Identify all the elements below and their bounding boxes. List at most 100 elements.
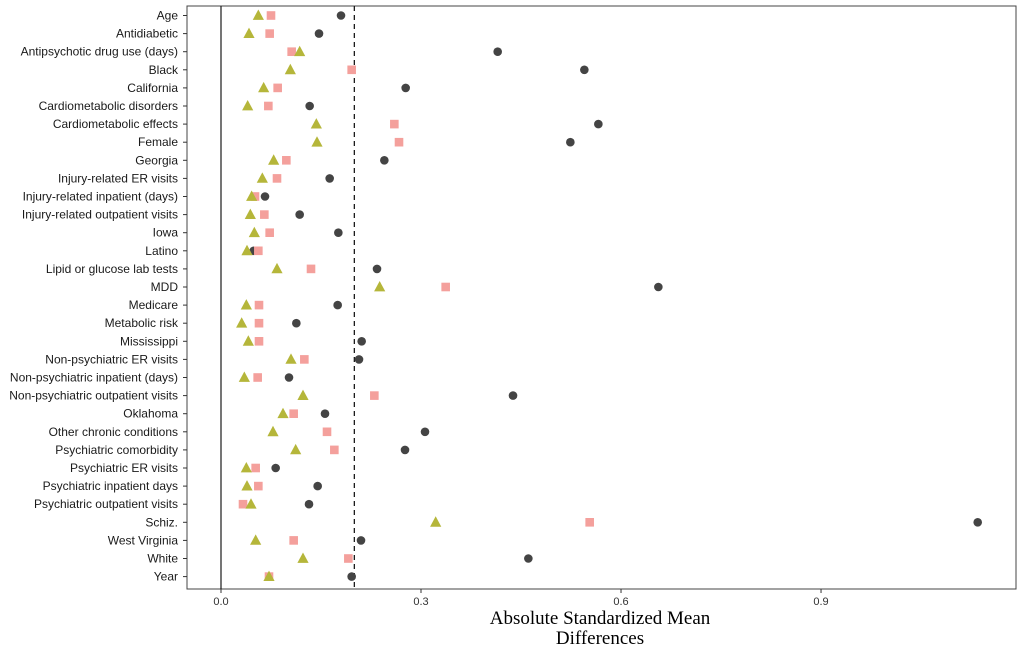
marker-circle-non-psychiatric-er-visits — [354, 355, 364, 364]
marker-triangle-black — [284, 63, 296, 75]
marker-triangle-antidiabetic — [243, 27, 255, 38]
marker-circle-non-psychiatric-outpatient-visits — [508, 391, 518, 400]
marker-square-schiz — [585, 518, 594, 527]
marker-circle-other-chronic-conditions — [420, 427, 430, 437]
y-tick-label-psychiatric-comorbidity: Psychiatric comorbidity — [55, 443, 178, 457]
marker-triangle-psychiatric-er-visits — [240, 462, 252, 473]
marker-triangle-iowa — [248, 226, 260, 238]
marker-circle-lipid-or-glucose-lab-tests — [372, 264, 382, 274]
marker-square-other-chronic-conditions — [322, 427, 332, 437]
y-axis: Age Antidiabetic Antipsychotic drug use (d… — [9, 9, 187, 584]
marker-square-georgia — [282, 156, 291, 165]
marker-triangle-mississippi — [242, 335, 254, 346]
marker-triangle-oklahoma — [277, 407, 289, 419]
marker-triangle-california — [258, 81, 270, 93]
marker-square-age — [266, 11, 276, 20]
y-tick-label-cardiometabolic-disorders: Cardiometabolic disorders — [39, 99, 178, 113]
marker-square-latino — [254, 246, 263, 256]
marker-square-antidiabetic — [265, 29, 274, 38]
reference-lines — [220, 6, 355, 589]
marker-square-oklahoma — [289, 409, 298, 418]
marker-triangle-schiz — [430, 516, 442, 527]
marker-triangle-white — [297, 552, 309, 563]
marker-triangle-west-virginia — [250, 534, 262, 545]
marker-circle-black — [580, 65, 589, 75]
x-tick-label: 0.0 — [213, 596, 228, 608]
marker-triangle-non-psychiatric-outpatient-visits — [297, 389, 309, 400]
marker-circle-female — [566, 137, 575, 147]
y-tick-label-white: White — [147, 552, 178, 566]
marker-triangle-other-chronic-conditions — [267, 425, 279, 437]
marker-square-injury-related-er-visits — [272, 174, 282, 183]
marker-square-female — [394, 137, 404, 147]
y-tick-label-oklahoma: Oklahoma — [123, 407, 178, 421]
marker-square-mdd — [441, 282, 450, 292]
x-axis-title-line-2: Differences — [556, 628, 644, 649]
x-axis-title-line-1: Absolute Standardized Mean — [490, 608, 711, 629]
marker-triangle-antipsychotic-drug-use-days — [294, 45, 306, 57]
y-tick-label-year: Year — [154, 570, 178, 584]
y-tick-label-west-virginia: West Virginia — [108, 533, 179, 547]
marker-triangle-injury-related-er-visits — [256, 172, 268, 183]
y-tick-label-black: Black — [149, 63, 179, 77]
marker-circle-antidiabetic — [314, 29, 324, 38]
markers — [236, 9, 983, 581]
marker-circle-age — [336, 11, 346, 20]
marker-circle-white — [524, 554, 533, 563]
marker-circle-cardiometabolic-disorders — [305, 101, 314, 111]
y-tick-label-injury-related-outpatient-visits: Injury-related outpatient visits — [22, 208, 178, 222]
x-tick-label: 0.9 — [813, 596, 828, 608]
marker-square-white — [344, 554, 353, 563]
marker-square-medicare — [254, 300, 264, 310]
marker-square-black — [347, 65, 356, 75]
marker-circle-psychiatric-outpatient-visits — [304, 499, 314, 509]
x-tick-label: 0.3 — [413, 596, 428, 608]
marker-circle-georgia — [380, 156, 389, 165]
marker-square-lipid-or-glucose-lab-tests — [306, 264, 316, 274]
marker-triangle-non-psychiatric-inpatient-days — [238, 371, 250, 382]
marker-square-psychiatric-er-visits — [251, 463, 260, 473]
y-tick-label-psychiatric-outpatient-visits: Psychiatric outpatient visits — [34, 497, 178, 511]
y-tick-label-antidiabetic: Antidiabetic — [116, 27, 178, 41]
y-tick-label-injury-related-inpatient-days: Injury-related inpatient (days) — [23, 190, 178, 204]
y-tick-label-age: Age — [157, 9, 179, 23]
plot-panel — [186, 5, 1017, 590]
marker-triangle-medicare — [240, 299, 252, 310]
y-tick-label-injury-related-er-visits: Injury-related ER visits — [58, 171, 178, 185]
marker-circle-injury-related-er-visits — [325, 174, 334, 183]
y-tick-label-mississippi: Mississippi — [120, 334, 178, 348]
marker-circle-oklahoma — [320, 409, 330, 419]
marker-triangle-age — [252, 9, 264, 20]
x-tick-label: 0.6 — [613, 596, 628, 608]
y-tick-label-non-psychiatric-outpatient-visits: Non-psychiatric outpatient visits — [9, 389, 178, 403]
marker-square-antipsychotic-drug-use-days — [287, 47, 296, 56]
marker-circle-mississippi — [357, 337, 366, 346]
marker-circle-psychiatric-er-visits — [271, 463, 280, 473]
y-tick-label-cardiometabolic-effects: Cardiometabolic effects — [53, 117, 178, 131]
marker-square-non-psychiatric-er-visits — [300, 355, 309, 364]
marker-square-metabolic-risk — [254, 318, 264, 328]
marker-circle-california — [401, 83, 410, 93]
marker-square-non-psychiatric-inpatient-days — [253, 373, 262, 382]
marker-square-injury-related-inpatient-days — [250, 192, 260, 201]
marker-circle-injury-related-outpatient-visits — [295, 210, 304, 219]
y-tick-label-antipsychotic-drug-use-days: Antipsychotic drug use (days) — [21, 45, 178, 59]
marker-square-psychiatric-comorbidity — [330, 445, 339, 455]
y-tick-label-metabolic-risk: Metabolic risk — [105, 316, 179, 330]
marker-square-psychiatric-outpatient-visits — [238, 499, 248, 509]
y-tick-label-female: Female — [138, 135, 178, 149]
panel-border — [186, 5, 1017, 590]
y-tick-label-mdd: MDD — [151, 280, 179, 294]
y-tick-label-psychiatric-er-visits: Psychiatric ER visits — [70, 461, 178, 475]
marker-square-mississippi — [254, 337, 264, 346]
marker-square-california — [273, 83, 282, 93]
marker-circle-antipsychotic-drug-use-days — [493, 47, 502, 56]
marker-triangle-injury-related-outpatient-visits — [244, 208, 256, 219]
y-tick-label-schiz: Schiz. — [145, 515, 178, 529]
y-tick-label-other-chronic-conditions: Other chronic conditions — [49, 425, 178, 439]
marker-square-non-psychiatric-outpatient-visits — [370, 391, 379, 400]
marker-circle-psychiatric-comorbidity — [400, 445, 410, 455]
marker-triangle-non-psychiatric-er-visits — [285, 353, 297, 364]
marker-triangle-psychiatric-inpatient-days — [241, 480, 253, 491]
marker-square-injury-related-outpatient-visits — [260, 210, 269, 219]
